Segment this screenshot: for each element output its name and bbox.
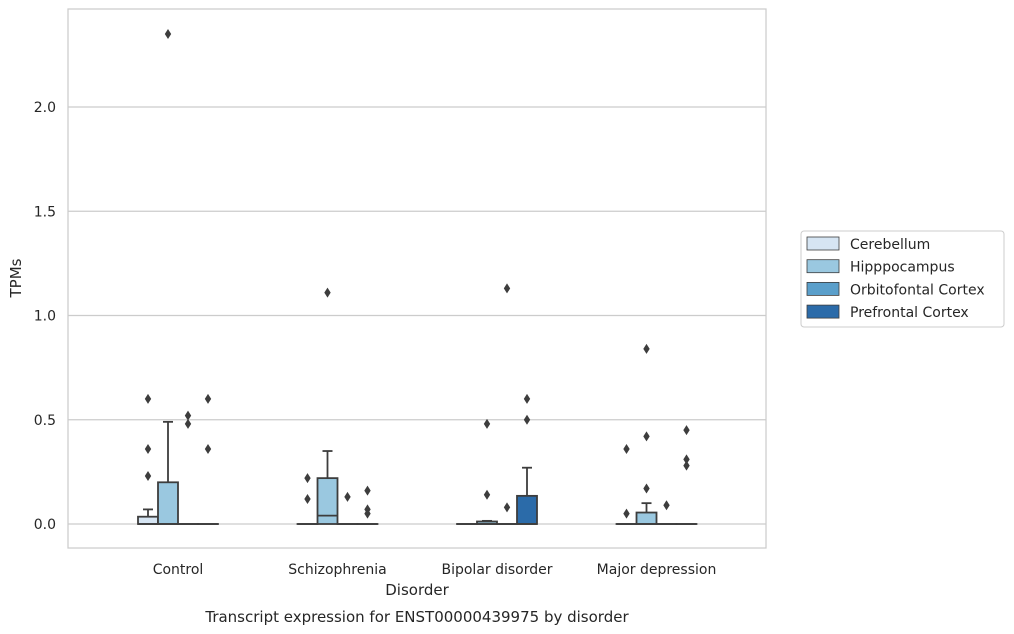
box xyxy=(157,481,179,525)
box xyxy=(137,515,159,525)
outlier-point xyxy=(144,443,152,454)
box-group xyxy=(615,443,638,525)
box xyxy=(635,511,658,525)
outlier-point xyxy=(304,473,311,484)
outlier-point xyxy=(344,491,351,502)
legend-label: Cerebellum xyxy=(850,237,930,253)
outlier-point xyxy=(483,489,491,500)
legend-label: Hipppocampus xyxy=(850,260,955,276)
y-tick-label: 1.0 xyxy=(34,309,56,325)
legend-swatch xyxy=(806,236,840,251)
legend-swatch xyxy=(806,259,840,274)
box-group xyxy=(336,491,359,525)
outlier-point xyxy=(623,443,630,454)
x-axis-label: Disorder xyxy=(385,581,449,599)
outlier-point xyxy=(683,454,690,465)
box xyxy=(316,477,339,525)
outlier-point xyxy=(643,483,650,494)
outlier-point xyxy=(523,414,531,425)
x-axis-ticks: Control Schizophrenia Bipolar disorder Majo… xyxy=(153,562,717,578)
box xyxy=(516,494,538,525)
x-tick-label: Control xyxy=(153,562,204,578)
outlier-point xyxy=(364,504,371,515)
box-group xyxy=(197,393,219,525)
legend-label: Prefrontal Cortex xyxy=(850,305,969,321)
box-series xyxy=(137,29,698,525)
outlier-point xyxy=(503,502,511,513)
outlier-point xyxy=(663,500,670,511)
outlier-point xyxy=(204,393,212,404)
box-group xyxy=(496,283,518,525)
outlier-point xyxy=(683,460,690,471)
y-axis-label: TPMs xyxy=(7,258,25,298)
legend-label: Orbitofontal Cortex xyxy=(850,282,985,298)
plot-frame xyxy=(67,8,767,549)
box-group xyxy=(655,500,678,525)
box-group xyxy=(516,393,538,525)
box-group xyxy=(296,473,319,525)
y-axis-ticks: 0.0 0.5 1.0 1.5 2.0 xyxy=(34,100,56,533)
outlier-point xyxy=(164,29,172,40)
box-group xyxy=(476,418,498,525)
box-group xyxy=(177,410,199,525)
outlier-point xyxy=(623,508,630,519)
outlier-point xyxy=(364,485,371,496)
y-tick-label: 2.0 xyxy=(34,100,56,116)
legend-swatch xyxy=(806,304,840,319)
outlier-point xyxy=(144,471,152,482)
chart-caption: Transcript expression for ENST0000043997… xyxy=(204,608,629,626)
y-tick-label: 0.5 xyxy=(34,413,56,429)
outlier-point xyxy=(184,410,192,421)
x-tick-label: Schizophrenia xyxy=(288,562,386,578)
legend-swatch xyxy=(806,281,840,296)
outlier-point xyxy=(503,283,511,294)
outlier-point xyxy=(324,287,331,298)
legend-frame xyxy=(800,230,1005,328)
box-group xyxy=(137,393,159,525)
box-group xyxy=(356,485,379,525)
box-group xyxy=(316,287,339,525)
x-tick-label: Major depression xyxy=(597,562,717,578)
outlier-point xyxy=(304,493,311,504)
box-group xyxy=(157,29,179,525)
y-tick-label: 1.5 xyxy=(34,204,56,220)
box-group xyxy=(675,425,698,525)
outlier-point xyxy=(683,425,690,436)
outlier-point xyxy=(144,393,152,404)
outlier-point xyxy=(184,418,192,429)
box-group xyxy=(635,343,658,525)
x-tick-label: Bipolar disorder xyxy=(441,562,552,578)
legend: Cerebellum Hipppocampus Orbitofontal Corte… xyxy=(800,230,1005,328)
outlier-point xyxy=(483,418,491,429)
outlier-point xyxy=(643,343,650,354)
grid-lines xyxy=(68,106,766,525)
y-tick-label: 0.0 xyxy=(34,517,56,533)
outlier-point xyxy=(204,443,212,454)
outlier-point xyxy=(523,393,531,404)
outlier-point xyxy=(643,431,650,442)
